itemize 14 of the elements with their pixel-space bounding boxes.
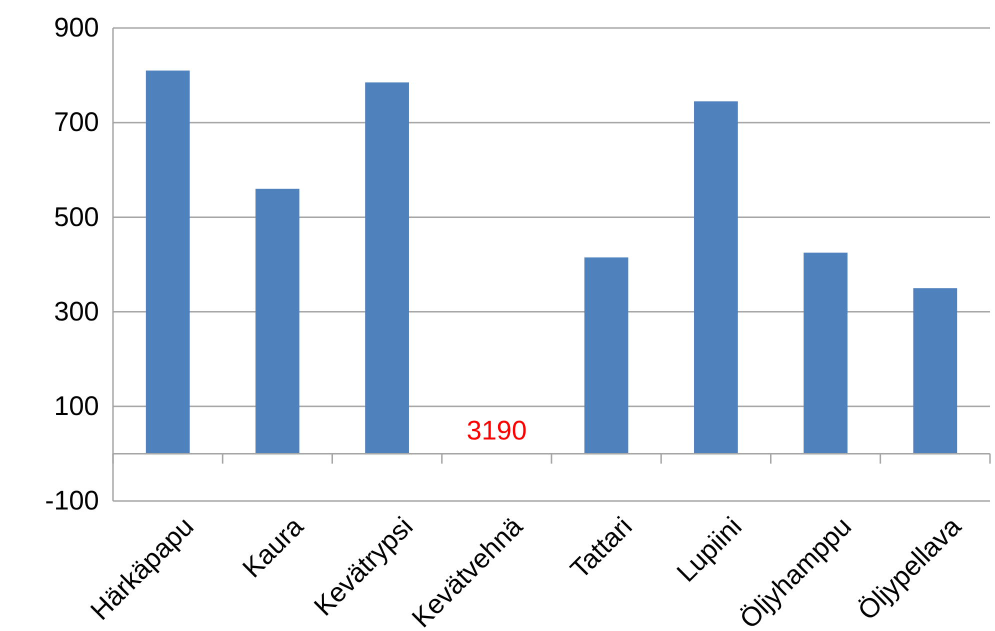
y-tick-label: -100	[44, 486, 99, 516]
bar	[146, 70, 190, 454]
y-tick-label: 100	[54, 391, 99, 422]
y-tick-label: 700	[54, 107, 99, 138]
annotation: 3190	[466, 416, 527, 446]
y-tick-label: 900	[54, 12, 99, 43]
bar	[584, 257, 628, 454]
y-tick-label: 500	[54, 202, 99, 232]
bar	[365, 82, 409, 454]
bar	[913, 288, 958, 454]
bar	[256, 188, 300, 454]
bar	[804, 252, 848, 454]
bar	[694, 101, 738, 454]
y-tick-label: 300	[54, 296, 99, 326]
